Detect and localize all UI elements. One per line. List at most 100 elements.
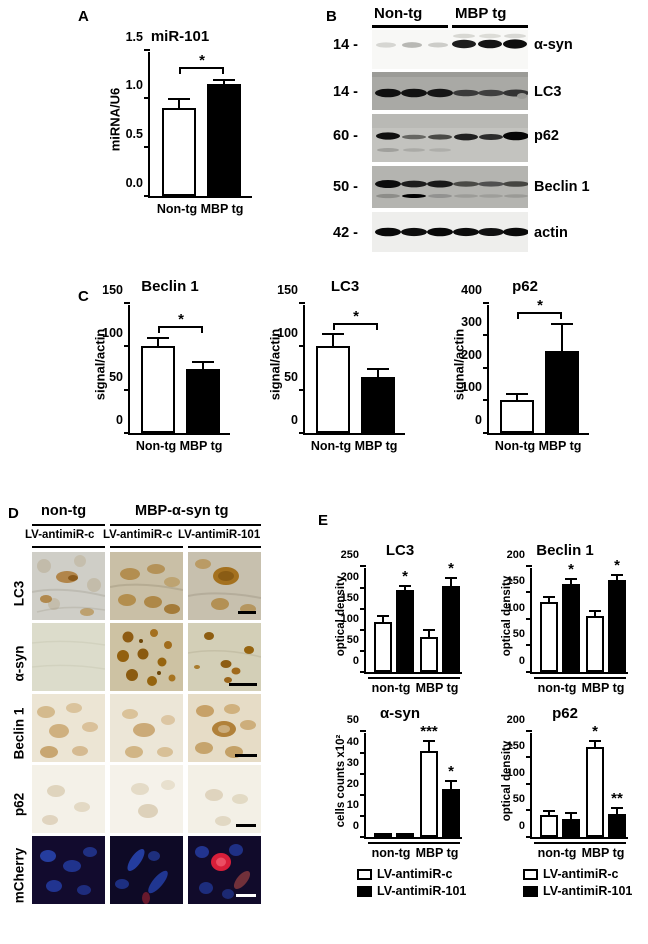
chart-c-p62: 0 100 200 300 400 * signal/actin Non-tg … [452, 283, 589, 453]
x-group-label-non-tg: non-tg [537, 846, 577, 860]
micrograph-lc3-non-tg-c [32, 552, 105, 620]
scale-bar-asyn [229, 683, 257, 686]
y-tick-label: 0 [475, 413, 482, 427]
bar-non-tg [500, 400, 534, 433]
y-tick-label: 300 [461, 315, 482, 329]
micrograph-p62-non-tg-c [32, 765, 105, 833]
error-bar-non-tg [516, 395, 518, 400]
scale-bar-mcherry [236, 894, 256, 897]
panel-d-row-label-beclin1: Beclin 1 [11, 707, 27, 760]
y-tick-label: 40 [346, 736, 359, 748]
panel-d-col-label-1: LV-antimiR-c [25, 529, 95, 541]
panel-d-col-underline-1 [32, 546, 105, 548]
bar-mbp-tg-antimir-101 [442, 586, 460, 672]
chart-c-beclin1-title: Beclin 1 [141, 278, 199, 295]
y-tick-label: 20 [346, 778, 359, 790]
y-tick-label: 0 [291, 413, 298, 427]
bar-non-tg [162, 108, 196, 196]
bar-mbp-tg-antimir-c [586, 747, 604, 837]
y-axis-title: signal/actin [267, 328, 283, 401]
y-tick [299, 301, 305, 304]
y-tick [360, 649, 366, 652]
y-tick [299, 388, 305, 391]
significance-bracket [333, 323, 378, 330]
x-tick-label-mbp-tg: MBP tg [200, 202, 244, 216]
error-bar [450, 782, 452, 789]
panel-a-title: miR-101 [150, 28, 210, 45]
bar-mbp-tg-antimir-101 [608, 580, 626, 672]
error-bar [570, 580, 572, 584]
legend-label-antimir-101-right: LV-antimiR-101 [543, 884, 633, 898]
y-tick-label: 100 [340, 613, 359, 625]
error-bar-mbp-tg [561, 325, 563, 351]
bar-non-tg-antimir-101 [562, 819, 580, 837]
significance-star: * [448, 763, 454, 780]
error-cap [423, 629, 435, 631]
panel-d-group-mbp-asyn-tg: MBP-α-syn tg [135, 503, 229, 519]
error-cap-mbp-tg [192, 361, 214, 363]
y-tick-label: 150 [506, 740, 525, 752]
panel-d-col-underline-2 [110, 546, 183, 548]
error-bar-non-tg [178, 100, 180, 108]
error-bar [616, 809, 618, 814]
y-tick [299, 431, 305, 434]
x-tick-label-mbp-tg: MBP tg [179, 439, 223, 453]
legend-swatch-antimir-c-left [357, 869, 372, 880]
y-axis-title: optical density [501, 575, 513, 657]
panel-d-col-label-2: LV-antimiR-c [103, 529, 173, 541]
x-tick-label-mbp-tg: MBP tg [354, 439, 398, 453]
y-tick-label: 10 [346, 799, 359, 811]
legend-swatch-antimir-101-right [523, 886, 538, 897]
chart-e-asyn: 0 10 20 30 40 50 *** * cells counts x10²… [335, 714, 462, 860]
panel-d-row-label-p62: p62 [11, 792, 27, 817]
blot-group-non-tg: Non-tg [374, 5, 423, 22]
blot-label-asyn: α-syn [534, 37, 573, 53]
panel-d-group-underline-right [110, 524, 261, 526]
y-tick [526, 643, 532, 646]
y-tick [483, 366, 489, 369]
blot-label-p62: p62 [534, 128, 559, 144]
error-bar [594, 612, 596, 616]
panel-d-col-label-3: LV-antimiR-101 [178, 529, 261, 541]
y-tick-label: 50 [284, 370, 298, 384]
error-cap [589, 740, 601, 742]
blot-group-mbp-tg: MBP tg [455, 5, 507, 22]
chart-e-beclin1-title: Beclin 1 [536, 542, 594, 559]
error-bar-mbp-tg [202, 363, 204, 369]
y-tick-label: 0.5 [125, 127, 143, 141]
plot-area: 0 50 100 150 * [102, 283, 230, 435]
bar-mbp-tg [545, 351, 579, 433]
scale-bar-beclin1 [235, 754, 257, 757]
y-tick-label: 1.5 [125, 30, 143, 44]
bar-mbp-tg-antimir-c [586, 616, 604, 672]
significance-star: * [592, 723, 598, 740]
y-tick [360, 628, 366, 631]
significance-star: *** [420, 723, 438, 740]
bar-non-tg-antimir-101 [396, 590, 414, 672]
micrograph-lc3-mbp-c [110, 552, 183, 620]
y-tick-label: 50 [512, 793, 525, 805]
y-tick-label: 200 [340, 571, 359, 583]
micrograph-beclin1-mbp-c [110, 694, 183, 762]
plot-area: 0 50 100 150 * [277, 283, 405, 435]
chart-c-beclin1: 0 50 100 150 * signal/actin Non-tg MBP t… [93, 283, 230, 453]
error-cap-non-tg [506, 393, 528, 395]
panel-d-row-label-mcherry: mCherry [11, 847, 27, 904]
error-cap [399, 585, 411, 587]
significance-bracket [158, 326, 203, 333]
y-tick-label: 150 [102, 283, 123, 297]
y-tick-label: 100 [277, 326, 298, 340]
error-bar-non-tg [332, 335, 334, 346]
error-cap-mbp-tg [213, 79, 235, 81]
plot-area: 0 50 100 150 200 * * [507, 549, 628, 674]
panel-b-letter: B [326, 8, 337, 25]
bar-mbp-tg [186, 369, 220, 433]
bar-mbp-tg-antimir-101 [608, 814, 626, 837]
error-cap [611, 574, 623, 576]
y-axis-title: signal/actin [92, 328, 108, 401]
panel-c-letter: C [78, 288, 89, 305]
significance-star: * [402, 568, 408, 585]
y-tick [124, 388, 130, 391]
y-tick [526, 808, 532, 811]
micrograph-p62-mbp-101 [188, 765, 261, 833]
